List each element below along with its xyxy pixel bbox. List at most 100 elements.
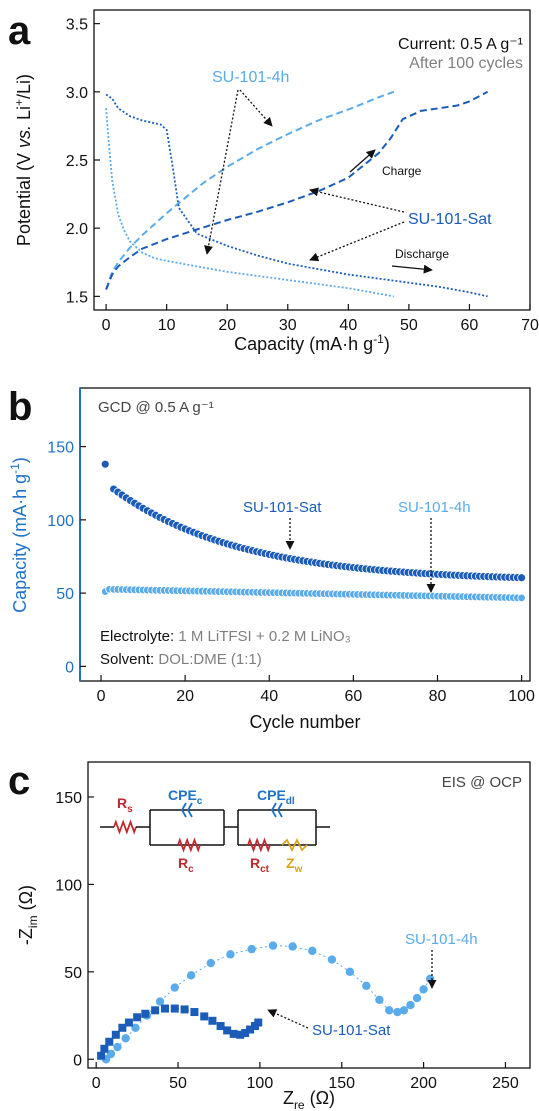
- solvent-key: Solvent:: [100, 651, 158, 668]
- su101-4h-point: [412, 993, 422, 1003]
- su101-4h-charge-curve: [105, 90, 395, 290]
- zw-label: Zw: [286, 855, 303, 875]
- panel-b-series: [100, 459, 526, 603]
- su101-sat-point: [105, 1037, 114, 1046]
- su101-4h-discharge-pointer: [204, 89, 239, 255]
- su101-sat-discharge-pointer: [309, 221, 405, 262]
- su101-4h-charge-pointer: [239, 89, 273, 127]
- su101-sat-point: [100, 1044, 109, 1053]
- su101-4h-point: [345, 967, 355, 977]
- charge-label: Charge: [382, 164, 422, 178]
- panel-a-letter: a: [8, 9, 31, 53]
- su101-sat-charge-pointer: [309, 187, 405, 213]
- rs-label-sub: s: [127, 804, 133, 815]
- su101-sat-point: [118, 1023, 127, 1032]
- discharge-arrow: [391, 264, 433, 274]
- panel-a-annotations: Current: 0.5 A g⁻¹ After 100 cycles SU-101…: [204, 36, 523, 274]
- panel-b-letter: b: [8, 385, 32, 429]
- x-tick-label: 150: [328, 1075, 355, 1092]
- cpe-c-label-sub: c: [197, 796, 203, 807]
- rc-resistor: [177, 837, 201, 853]
- su101-sat-point: [100, 459, 110, 469]
- panel-c-series: [97, 941, 435, 1064]
- x-tick-label: 20: [218, 317, 236, 334]
- su101-4h-point: [186, 971, 196, 980]
- cpe-dl-label-main: CPE: [257, 787, 286, 803]
- su101-sat-point: [200, 1012, 209, 1021]
- x-tick-label: 0: [102, 317, 111, 334]
- su101-4h-point: [106, 1049, 116, 1059]
- x-tick-label: 200: [410, 1075, 437, 1092]
- rs-resistor: [113, 819, 137, 835]
- solvent-label: Solvent: DOL:DME (1:1): [100, 651, 262, 668]
- su101-4h-label: SU-101-4h: [398, 499, 471, 516]
- y-tick-label: 0: [65, 659, 74, 676]
- cpe-dl-label: CPEdl: [257, 787, 295, 807]
- x-tick-label: 20: [176, 688, 194, 705]
- y-tick-label: 150: [47, 440, 74, 457]
- y-tick-label: 3.5: [66, 17, 88, 34]
- panel-a-xlabel: Capacity (mA·h g-1): [234, 332, 390, 354]
- su101-4h-point: [226, 950, 235, 959]
- su101-4h-point: [517, 593, 526, 603]
- rct-label-main: R: [250, 855, 260, 871]
- x-tick-label: 100: [508, 688, 535, 705]
- su101-sat-point: [223, 1026, 232, 1035]
- su101-sat-point: [517, 573, 526, 583]
- x-tick-label: 0: [97, 688, 106, 705]
- panel-b-ylabel: Capacity (mA·h g-1): [8, 457, 30, 613]
- y-tick-label: 2.0: [66, 221, 88, 238]
- x-tick-label: 30: [279, 317, 297, 334]
- su101-sat-point: [254, 1018, 263, 1027]
- su101-4h-point: [288, 942, 297, 951]
- x-tick-label: 100: [247, 1075, 274, 1092]
- su101-sat-point: [216, 1022, 225, 1031]
- solvent-value: DOL:DME (1:1): [158, 651, 261, 668]
- rct-label-sub: ct: [260, 864, 270, 875]
- su101-4h-point: [375, 995, 384, 1005]
- panel-b: b 0 20 40 60 80 100 0 50 100 150 GCD @ 0.5 A g⁻¹ S…: [8, 385, 535, 732]
- su101-4h-point: [247, 944, 256, 954]
- su101-4h-point: [206, 958, 215, 968]
- panel-a-ticks: 0 10 20 30 40 50 60 70 1.5 2.0 2.5 3.0 3.5: [66, 17, 539, 334]
- su101-4h-label: SU-101-4h: [212, 69, 289, 86]
- panel-b-annotations: GCD @ 0.5 A g⁻¹ SU-101-Sat SU-101-4h Electr…: [98, 399, 471, 668]
- su101-4h-point: [419, 985, 428, 994]
- cpe-dl-label-sub: dl: [286, 796, 295, 807]
- su101-4h-point: [268, 941, 278, 950]
- discharge-label: Discharge: [395, 247, 449, 261]
- su101-4h-point: [121, 1034, 130, 1043]
- su101-4h-point: [170, 983, 179, 992]
- su101-4h-point: [399, 1006, 409, 1015]
- y-tick-label: 150: [55, 790, 82, 807]
- rc-label: Rc: [178, 855, 194, 875]
- su101-sat-point: [170, 1004, 179, 1013]
- su101-4h-point: [308, 946, 317, 956]
- panel-a-series: [105, 90, 489, 298]
- x-tick-label: 50: [400, 317, 418, 334]
- panel-a-xlabel-sup: -1: [373, 332, 384, 346]
- panel-a: a 0 10 20 30 40 50 60 70 1.5 2.0 2.5 3.0 3.5 Current…: [8, 9, 539, 354]
- cpe-c-element: [180, 802, 193, 818]
- after-cycles-label: After 100 cycles: [409, 55, 523, 72]
- panel-b-ticks: 0 20 40 60 80 100 0 50 100 150: [47, 440, 535, 705]
- su101-4h-point: [131, 1023, 140, 1032]
- panel-a-ylabel: Potential (V vs. Li+/Li): [12, 74, 34, 246]
- y-tick-label: 3.0: [66, 85, 88, 102]
- y-tick-label: 0: [73, 1052, 82, 1069]
- y-tick-label: 50: [56, 586, 74, 603]
- rs-label: Rs: [117, 795, 133, 815]
- panel-c-frame: [87, 761, 531, 1069]
- x-tick-label: 40: [260, 688, 278, 705]
- su101-4h-point: [362, 981, 371, 991]
- rct-resistor: [247, 837, 271, 853]
- su101-sat-point: [160, 1004, 169, 1013]
- cpe-dl-element: [270, 802, 283, 818]
- su101-sat-point: [229, 1029, 238, 1038]
- cpe-c-label-main: CPE: [168, 787, 197, 803]
- rs-label-main: R: [117, 795, 127, 811]
- su101-sat-label: SU-101-Sat: [312, 1022, 391, 1039]
